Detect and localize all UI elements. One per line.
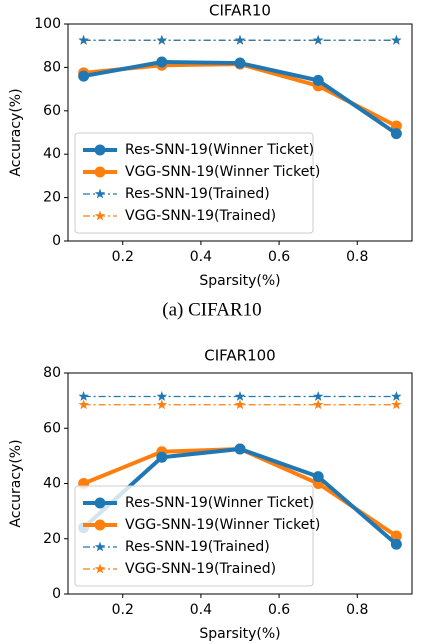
legend-marker <box>94 166 106 178</box>
y-tick-label: 0 <box>52 233 61 249</box>
x-tick-label: 0.8 <box>346 602 368 618</box>
point <box>391 391 402 401</box>
point <box>78 391 89 401</box>
series <box>78 399 402 410</box>
x-axis-label: Sparsity(%) <box>199 626 280 642</box>
point <box>156 391 167 401</box>
legend-item: VGG-SNN-19(Trained) <box>83 561 276 577</box>
legend-marker <box>94 497 106 509</box>
series <box>78 391 402 401</box>
point <box>313 391 324 401</box>
point <box>78 399 89 410</box>
series <box>78 34 402 45</box>
point <box>234 399 246 410</box>
point <box>234 391 246 401</box>
series <box>78 56 402 140</box>
point <box>313 34 324 45</box>
y-tick-label: 80 <box>43 59 61 75</box>
y-tick-label: 80 <box>43 365 61 381</box>
y-tick-label: 60 <box>43 103 61 119</box>
y-axis-label: Accuracy(%) <box>8 439 24 527</box>
y-tick-label: 20 <box>43 190 61 206</box>
y-axis-label: Accuracy(%) <box>8 88 24 176</box>
legend-label: VGG-SNN-19(Winner Ticket) <box>125 164 320 180</box>
legend-marker <box>94 563 106 574</box>
legend-item: VGG-SNN-19(Winner Ticket) <box>83 164 320 180</box>
point <box>78 70 90 82</box>
point <box>312 74 324 86</box>
x-tick-label: 0.2 <box>112 602 134 618</box>
point <box>78 34 89 45</box>
point <box>313 399 324 410</box>
legend-label: Res-SNN-19(Winner Ticket) <box>125 142 314 158</box>
x-tick-label: 0.6 <box>268 602 290 618</box>
legend-label: VGG-SNN-19(Trained) <box>125 208 276 224</box>
x-tick-label: 0.8 <box>346 249 368 265</box>
caption: (a) CIFAR10 <box>162 299 261 320</box>
point <box>390 128 402 140</box>
legend-label: Res-SNN-19(Trained) <box>125 186 270 202</box>
y-tick-label: 100 <box>34 16 61 32</box>
point <box>391 34 402 45</box>
legend-marker <box>94 210 106 221</box>
point <box>156 451 168 463</box>
point <box>234 443 246 455</box>
legend-label: Res-SNN-19(Trained) <box>125 539 270 555</box>
legend-item: Res-SNN-19(Winner Ticket) <box>83 142 314 158</box>
x-tick-label: 0.2 <box>112 249 134 265</box>
plot-frame <box>67 23 413 242</box>
point <box>156 34 167 45</box>
legend-item: Res-SNN-19(Trained) <box>83 539 270 555</box>
series-line <box>83 62 398 128</box>
legend-marker <box>94 519 106 531</box>
y-tick-label: 40 <box>43 476 61 492</box>
x-tick-label: 0.4 <box>190 602 212 618</box>
legend-item: VGG-SNN-19(Trained) <box>83 208 276 224</box>
point <box>156 399 167 410</box>
point <box>312 471 324 483</box>
point <box>234 57 246 69</box>
y-tick-label: 60 <box>43 420 61 436</box>
legend-marker <box>94 541 106 552</box>
legend-item: Res-SNN-19(Trained) <box>83 186 270 202</box>
legend-marker <box>94 144 106 156</box>
point <box>234 34 246 45</box>
legend-item: Res-SNN-19(Winner Ticket) <box>83 495 314 511</box>
legend-box <box>74 485 314 587</box>
legend-box <box>74 132 314 234</box>
legend-label: VGG-SNN-19(Winner Ticket) <box>125 517 320 533</box>
point <box>156 56 168 68</box>
x-tick-label: 0.6 <box>268 249 290 265</box>
x-axis-label: Sparsity(%) <box>199 273 280 289</box>
point <box>390 530 402 542</box>
y-tick-label: 0 <box>52 586 61 602</box>
series-line <box>83 59 398 136</box>
point <box>391 399 402 410</box>
y-tick-label: 40 <box>43 146 61 162</box>
legend-label: VGG-SNN-19(Trained) <box>125 561 276 577</box>
point <box>390 120 402 132</box>
chart-title: CIFAR10 <box>209 2 271 20</box>
point <box>390 538 402 550</box>
chart-title: CIFAR100 <box>204 347 275 365</box>
legend-item: VGG-SNN-19(Winner Ticket) <box>83 517 320 533</box>
legend-label: Res-SNN-19(Winner Ticket) <box>125 495 314 511</box>
y-tick-label: 20 <box>43 531 61 547</box>
legend-marker <box>94 188 106 199</box>
x-tick-label: 0.4 <box>190 249 212 265</box>
